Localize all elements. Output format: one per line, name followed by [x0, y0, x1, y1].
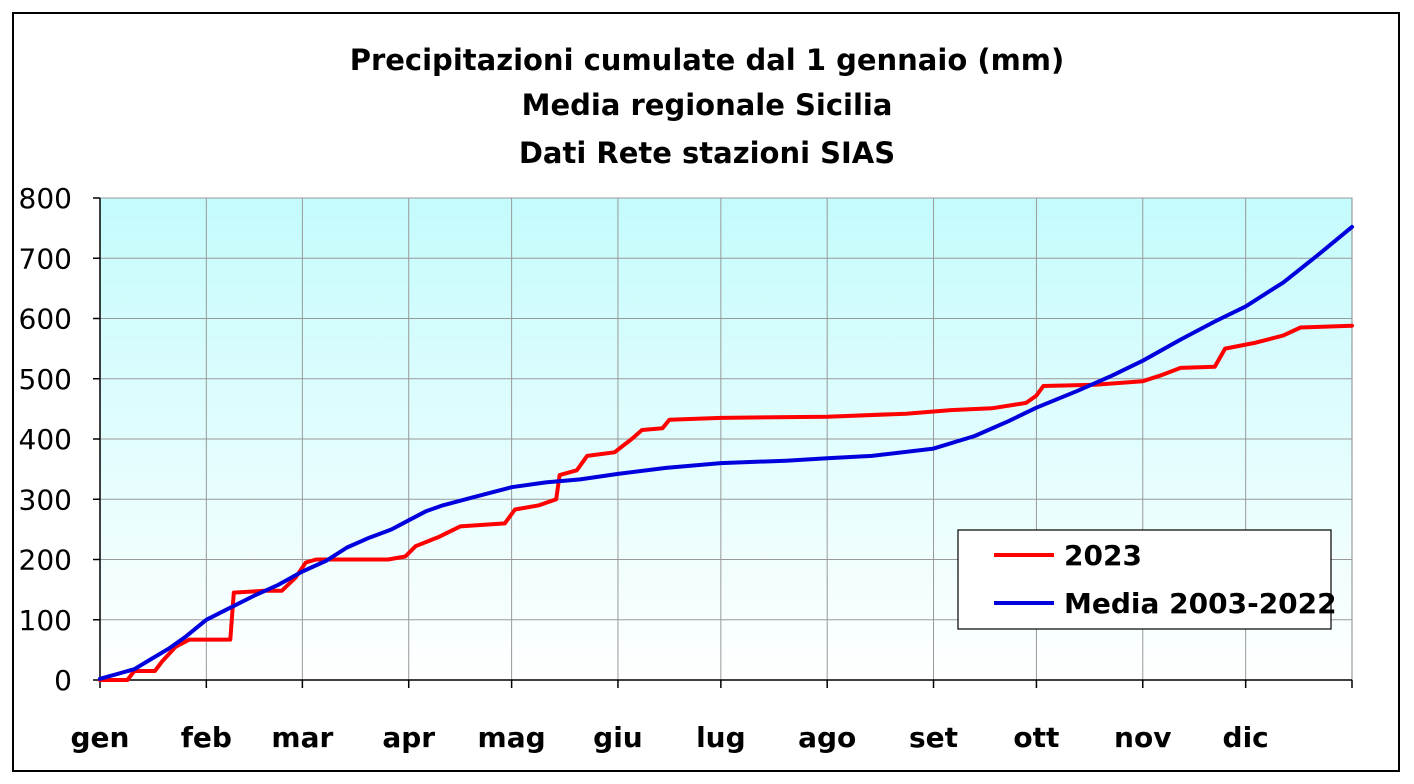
y-tick-label: 0 — [54, 664, 72, 697]
chart-title-line3: Dati Rete stazioni SIAS — [518, 136, 896, 170]
y-tick-label: 300 — [19, 483, 72, 516]
x-tick-label: nov — [1114, 721, 1171, 754]
y-tick-label: 100 — [19, 604, 72, 637]
x-tick-label: giu — [593, 721, 643, 754]
x-tick-label: set — [909, 721, 958, 754]
y-tick-label: 600 — [19, 303, 72, 336]
y-tick-label: 800 — [19, 182, 72, 215]
y-tick-label: 500 — [19, 363, 72, 396]
x-tick-label: ago — [798, 721, 856, 754]
x-tick-label: ott — [1013, 721, 1059, 754]
chart-title-line1: Precipitazioni cumulate dal 1 gennaio (m… — [349, 43, 1065, 77]
x-tick-label: apr — [382, 721, 435, 754]
y-tick-label: 700 — [19, 242, 72, 275]
legend-label: 2023 — [1064, 539, 1142, 572]
x-tick-label: lug — [696, 721, 746, 754]
legend-box — [957, 529, 1332, 630]
y-tick-label: 400 — [19, 423, 72, 456]
chart-title-line2: Media regionale Sicilia — [521, 88, 893, 122]
legend-label: Media 2003-2022 — [1064, 587, 1337, 620]
series-line-2023 — [98, 323, 1354, 682]
y-tick-label: 200 — [19, 544, 72, 577]
x-tick-label: gen — [71, 721, 130, 754]
x-tick-label: mag — [478, 721, 546, 754]
series-line-media — [98, 224, 1354, 681]
x-tick-label: dic — [1223, 721, 1269, 754]
x-tick-label: feb — [181, 721, 232, 754]
x-tick-label: mar — [271, 721, 333, 754]
